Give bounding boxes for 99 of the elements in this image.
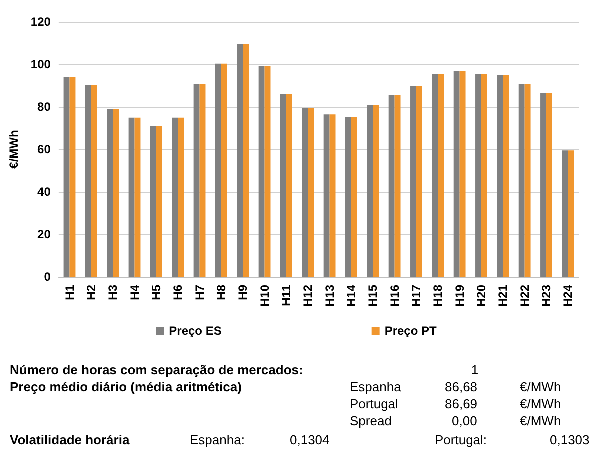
x-tick-label: H18 [431, 284, 446, 308]
bar [330, 114, 336, 277]
bar [258, 66, 265, 277]
y-tick-label: 40 [38, 185, 52, 199]
bar [540, 93, 546, 277]
y-tick-label: 20 [38, 228, 52, 242]
bar [388, 95, 395, 277]
x-tick-label: H2 [84, 284, 98, 300]
y-tick-label: 120 [30, 15, 52, 29]
bar [562, 150, 568, 277]
text: Espanha [350, 380, 402, 394]
x-tick-label: H14 [344, 284, 358, 308]
y-axis-title: €/MWh [7, 130, 21, 169]
x-tick-label: H22 [518, 284, 532, 308]
x-tick-label: H8 [214, 284, 228, 300]
text: €/MWh [520, 396, 562, 412]
text: Espanha: [190, 432, 245, 448]
bar [156, 126, 162, 277]
bar [107, 109, 114, 277]
bar [410, 86, 416, 277]
bar [394, 95, 401, 277]
x-tick-label: H1 [62, 284, 77, 300]
y-tick-label: 60 [38, 142, 52, 156]
bar [128, 118, 135, 277]
bar [286, 94, 292, 277]
x-tick-label: H24 [561, 284, 576, 308]
x-tick-label: H15 [366, 284, 380, 308]
x-tick-label: H9 [236, 284, 250, 300]
bar [367, 105, 374, 277]
bar [476, 74, 482, 277]
text: Preço médio diário (média aritmética) [10, 380, 242, 394]
text: 86,68 [445, 380, 478, 394]
x-tick-label: H5 [149, 284, 164, 300]
x-tick-label: H3 [106, 284, 120, 300]
bar [302, 108, 308, 277]
text: Portugal [350, 396, 399, 412]
bar [568, 150, 574, 277]
bar [460, 71, 466, 277]
x-tick-label: H10 [258, 284, 272, 308]
bar [215, 64, 222, 277]
bar [497, 75, 504, 277]
text: Spread [350, 414, 392, 428]
bar [237, 44, 244, 277]
legend-label: Preço PT [384, 324, 438, 338]
y-tick-label: 100 [30, 58, 52, 72]
x-tick-label: H11 [279, 284, 294, 306]
bar [64, 77, 70, 277]
y-tick-label: 0 [44, 270, 52, 284]
bar [280, 94, 286, 277]
text: Portugal: [435, 432, 488, 448]
bar [113, 109, 120, 277]
bar [194, 84, 200, 277]
bar [546, 93, 552, 277]
text: €/MWh [520, 380, 562, 394]
x-tick-label: H23 [539, 284, 554, 308]
bar [264, 66, 271, 277]
bar [373, 105, 380, 277]
bar [200, 84, 206, 277]
y-tick-label: 80 [38, 100, 52, 114]
x-tick-label: H6 [171, 284, 186, 300]
bar [243, 44, 250, 277]
bar [351, 117, 358, 277]
x-tick-label: H16 [388, 284, 402, 308]
text: 86,69 [445, 396, 478, 412]
bar [178, 118, 184, 277]
bar [454, 71, 460, 277]
text: 0,1304 [290, 432, 330, 448]
legend-label: Preço ES [169, 324, 222, 338]
x-tick-label: H19 [452, 284, 467, 308]
bar [346, 117, 352, 277]
x-tick-label: H21 [496, 284, 510, 308]
bar [308, 108, 314, 277]
text: Volatilidade horária [10, 432, 130, 448]
bar [70, 77, 76, 277]
text: 0,1303 [550, 432, 590, 448]
bar [481, 74, 488, 277]
bar [438, 74, 444, 277]
x-tick-label: H13 [322, 284, 337, 308]
bar [432, 74, 438, 277]
bar [503, 75, 510, 277]
x-tick-label: H7 [192, 284, 207, 300]
bar [324, 114, 330, 277]
text: 1 [471, 362, 479, 378]
x-tick-label: H4 [128, 284, 142, 300]
bar [518, 84, 525, 277]
x-tick-label: H17 [409, 284, 424, 308]
bar [150, 126, 156, 277]
bar [134, 118, 141, 277]
x-tick-label: H20 [474, 284, 488, 308]
text: 0,00 [452, 414, 478, 428]
bar [416, 86, 422, 277]
x-tick-label: H12 [301, 284, 316, 308]
bar [524, 84, 531, 277]
bar [221, 64, 228, 277]
text: Número de horas com separação de mercados: [10, 362, 304, 378]
bar [172, 118, 178, 277]
text: €/MWh [520, 414, 562, 428]
bar [91, 85, 98, 277]
bar [85, 85, 92, 277]
